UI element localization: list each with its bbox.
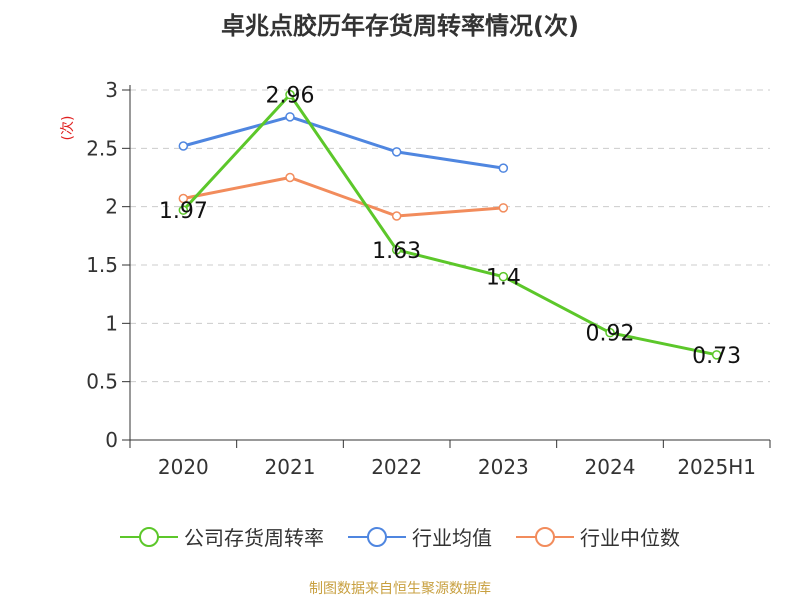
data-point — [605, 327, 615, 338]
data-label: 1.97 — [159, 199, 208, 224]
data-point — [498, 203, 509, 213]
data-point — [391, 245, 402, 255]
x-tick-label: 2023 — [478, 455, 529, 479]
legend-marker — [367, 526, 387, 547]
legend-line-marker-icon — [348, 526, 406, 547]
data-point — [285, 112, 295, 122]
x-tick-label: 2024 — [585, 455, 636, 479]
x-tick-label: 2022 — [371, 455, 422, 479]
legend-label: 行业中位数 — [580, 526, 680, 550]
y-tick-label: 0 — [105, 428, 118, 452]
series-lines — [178, 89, 722, 360]
source-note: 制图数据来自恒生聚源数据库 — [309, 581, 491, 597]
legend-marker — [535, 526, 555, 547]
y-tick-label: 0.5 — [86, 370, 118, 394]
y-tick-label: 2.5 — [86, 136, 118, 160]
legend-item[interactable]: 行业中位数 — [516, 522, 680, 551]
data-point — [178, 205, 189, 215]
axes: 0 0.5 1 1.5 2 2.5 3 2020 2021 2022 2023 2024 2025H1 — [86, 78, 771, 479]
y-tick-label: 2 — [105, 195, 118, 219]
chart-title: 卓兆点胶历年存货周转率情况(次) — [221, 12, 579, 40]
data-point — [285, 172, 295, 183]
data-label: 0.73 — [692, 344, 741, 369]
legend-label: 公司存货周转率 — [184, 526, 324, 550]
x-tick-label: 2020 — [158, 455, 209, 479]
data-point — [178, 141, 189, 151]
grid-lines — [130, 89, 770, 383]
legend-line-marker-icon — [516, 526, 574, 547]
data-point — [711, 350, 722, 360]
legend-marker — [139, 526, 159, 547]
data-point — [391, 211, 402, 221]
legend-label: 行业均值 — [412, 526, 492, 550]
data-point — [498, 163, 509, 173]
series-line — [182, 115, 504, 170]
y-tick-label: 1 — [105, 311, 118, 335]
data-point — [285, 89, 295, 100]
legend-line-marker-icon — [120, 526, 178, 547]
y-tick-label: 3 — [105, 78, 118, 102]
data-point — [498, 271, 509, 282]
data-point — [178, 193, 189, 204]
data-label: 0.92 — [586, 322, 635, 347]
y-tick-label: 1.5 — [86, 253, 118, 277]
series-line — [182, 93, 717, 357]
legend: 公司存货周转率 行业均值 行业中位数 — [0, 522, 800, 551]
data-label: 1.63 — [372, 239, 421, 264]
data-label: 1.4 — [486, 266, 521, 291]
y-axis-label: (次) — [60, 116, 76, 141]
legend-item[interactable]: 行业均值 — [348, 522, 492, 551]
x-tick-label: 2025H1 — [677, 455, 756, 479]
series-line — [183, 176, 504, 218]
data-labels: 1.97 2.96 1.63 1.4 0.92 0.73 — [159, 84, 741, 369]
legend-item[interactable]: 公司存货周转率 — [120, 522, 324, 551]
x-tick-label: 2021 — [265, 455, 316, 479]
data-point — [391, 147, 402, 157]
data-label: 2.96 — [266, 84, 315, 109]
